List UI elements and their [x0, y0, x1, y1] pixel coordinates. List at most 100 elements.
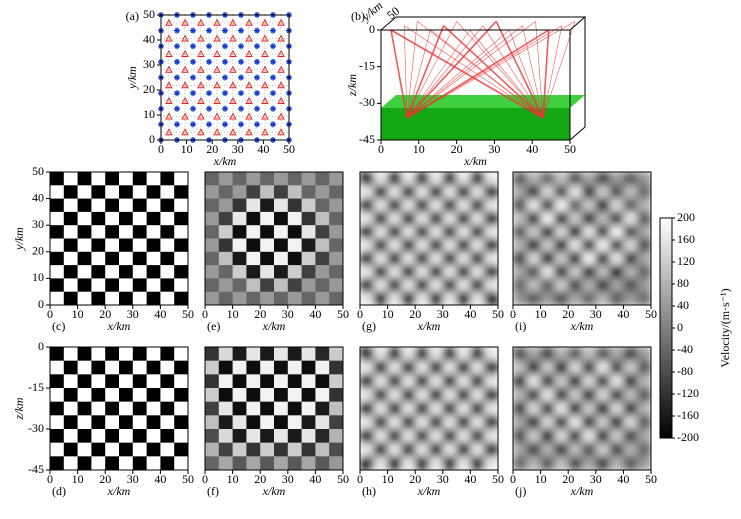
- cell: [623, 347, 638, 362]
- cell: [484, 172, 498, 186]
- event-center: [280, 22, 282, 25]
- event-center: [200, 38, 202, 40]
- cell: [637, 401, 651, 416]
- cell: [160, 401, 175, 416]
- cell: [582, 265, 597, 279]
- cell: [595, 442, 611, 457]
- cell: [205, 238, 220, 253]
- event: [229, 128, 237, 136]
- cell: [387, 442, 402, 457]
- event: [181, 50, 189, 57]
- cell: [554, 374, 569, 389]
- event-center: [264, 53, 266, 56]
- cell: [301, 291, 316, 305]
- cell: [568, 429, 583, 444]
- cell: [274, 265, 289, 279]
- cell: [105, 265, 120, 279]
- event-center: [200, 53, 202, 56]
- cell: [582, 185, 597, 200]
- cell: [387, 225, 402, 239]
- cell: [91, 415, 106, 430]
- ray: [542, 25, 563, 119]
- station: [238, 27, 244, 34]
- cell: [50, 415, 65, 430]
- cell: [63, 278, 79, 293]
- cell: [360, 238, 375, 253]
- cell: [132, 442, 148, 457]
- cell: [146, 238, 161, 253]
- station: [190, 74, 196, 81]
- cell: [91, 238, 106, 253]
- cell: [119, 429, 134, 444]
- cell: [470, 291, 485, 305]
- cell: [387, 401, 402, 416]
- event: [165, 50, 173, 57]
- cell: [442, 401, 458, 416]
- panel-label: (e): [207, 319, 220, 333]
- cell: [401, 347, 416, 362]
- cell: [637, 225, 651, 239]
- cell: [401, 251, 416, 266]
- cell: [637, 347, 651, 362]
- cell: [63, 347, 79, 362]
- ray: [406, 25, 445, 119]
- x-tick-label: 40: [617, 307, 629, 321]
- cell: [582, 360, 597, 375]
- cell: [232, 374, 247, 389]
- cell: [609, 374, 624, 389]
- cell: [260, 360, 275, 375]
- cell: [260, 278, 275, 293]
- cell: [301, 442, 316, 457]
- cell: [526, 401, 542, 416]
- x-tick-label: 50: [182, 472, 194, 486]
- cell: [77, 442, 92, 457]
- cell: [160, 198, 175, 213]
- cell: [387, 388, 402, 403]
- station: [174, 27, 180, 34]
- cell: [415, 225, 430, 239]
- cell: [218, 172, 234, 186]
- cell: [260, 388, 275, 403]
- plot-frame: [359, 171, 499, 306]
- cell: [582, 415, 597, 430]
- cell: [387, 185, 402, 200]
- cell: [301, 278, 316, 293]
- cell: [623, 291, 638, 305]
- panel-label: (d): [52, 484, 66, 498]
- cell: [360, 225, 375, 239]
- event-center: [264, 84, 266, 87]
- cell: [63, 401, 79, 416]
- cell: [429, 456, 444, 470]
- station: [254, 27, 260, 34]
- colorbar-label: Velocity/(m·s⁻¹): [718, 288, 732, 367]
- cell: [218, 225, 234, 239]
- cell: [595, 291, 611, 305]
- cell: [637, 185, 651, 200]
- cell: [329, 401, 343, 416]
- station: [190, 90, 196, 97]
- cell: [232, 456, 247, 470]
- cell: [146, 401, 161, 416]
- cell: [401, 291, 416, 305]
- colorbar-tick-label: 40: [677, 298, 689, 312]
- cells: [513, 172, 651, 305]
- cell: [623, 225, 638, 239]
- cell: [246, 415, 261, 430]
- cell: [218, 251, 234, 266]
- cell: [260, 198, 275, 213]
- cell: [174, 388, 188, 403]
- cell: [218, 374, 234, 389]
- x-tick-label: 50: [283, 142, 295, 156]
- event: [213, 50, 221, 57]
- cell: [513, 429, 528, 444]
- cell: [595, 251, 611, 266]
- x-tick-label: 10: [382, 472, 394, 486]
- ray: [406, 21, 418, 119]
- cell: [429, 415, 444, 430]
- cell: [315, 238, 330, 253]
- cell: [470, 429, 485, 444]
- cell: [513, 388, 528, 403]
- station: [270, 43, 276, 50]
- cell: [301, 211, 316, 226]
- event-center: [200, 116, 202, 118]
